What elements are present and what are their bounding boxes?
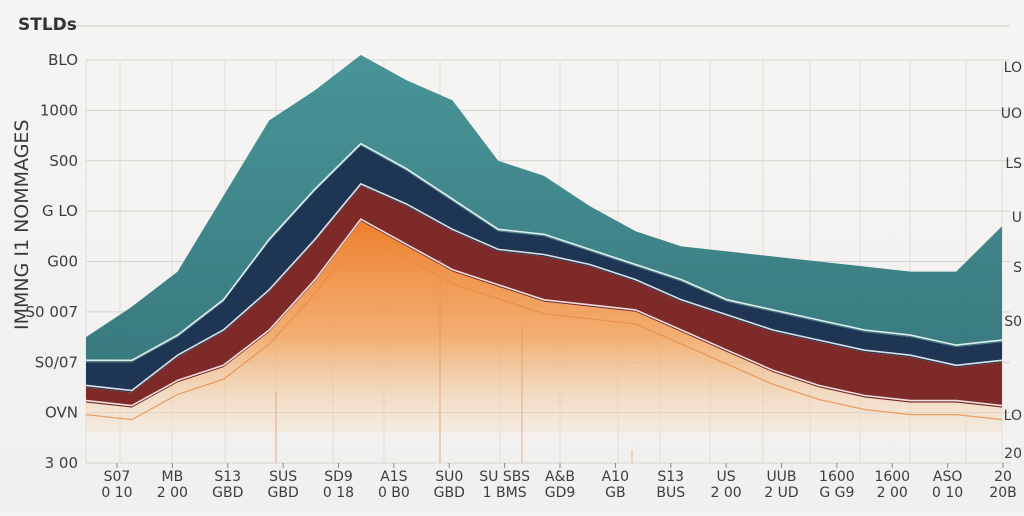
x-tick-label: S13 xyxy=(657,469,684,485)
x-tick-label: A&B xyxy=(545,469,575,485)
right-tick-label: LS xyxy=(1005,156,1022,172)
series-line-orange-detail xyxy=(85,232,1003,421)
x-tick-label: 1600 xyxy=(874,469,910,485)
x-tick-label-secondary: 0 10 xyxy=(101,485,132,501)
y-tick-label: OVN xyxy=(45,404,78,422)
x-tick-label: A1S xyxy=(380,469,407,485)
y-tick-label: BLO xyxy=(48,51,78,69)
x-tick-label-secondary: 0 18 xyxy=(323,485,354,501)
x-tick-label-secondary: GD9 xyxy=(545,485,576,501)
x-tick-label: SD9 xyxy=(324,469,353,485)
y-tick-label: S0/07 xyxy=(35,353,78,371)
right-tick-label: LO xyxy=(1004,60,1022,76)
x-tick-label-secondary: 2 UD xyxy=(764,485,798,501)
x-tick-label-secondary: GB xyxy=(605,485,625,501)
area-maroon xyxy=(86,185,1002,408)
series-line-navy xyxy=(86,142,1003,362)
right-tick-label: S xyxy=(1013,260,1022,276)
x-tick-label: 1600 xyxy=(819,469,855,485)
line-overlays xyxy=(85,142,1003,463)
y-tick-label: G LO xyxy=(42,202,78,220)
x-tick-label-secondary: GBD xyxy=(212,485,243,501)
x-tick-label: ASO xyxy=(933,469,962,485)
series-line-maroon xyxy=(85,182,1003,392)
x-tick-label-secondary: 2 00 xyxy=(877,485,908,501)
x-tick-label: US xyxy=(717,469,736,485)
area-orange xyxy=(86,221,1002,433)
series-line-orange xyxy=(85,218,1003,407)
x-tick-label-secondary: 0 B0 xyxy=(378,485,410,501)
right-tick-label: UO xyxy=(1001,106,1022,122)
x-tick-label-secondary: G G9 xyxy=(819,485,854,501)
y-tick-label: 3 00 xyxy=(45,454,78,472)
right-tick-label: 20 xyxy=(1004,446,1022,462)
y-tick-label: 1000 xyxy=(40,101,78,119)
x-tick-label: SU SBS xyxy=(479,469,530,485)
x-tick-label: S07 xyxy=(104,469,131,485)
x-tick-label-secondary: BUS xyxy=(656,485,685,501)
x-tick-label-secondary: 1 BMS xyxy=(483,485,527,501)
y-tick-label: G00 xyxy=(47,253,78,271)
area-series xyxy=(86,55,1002,433)
x-tick-label: A10 xyxy=(602,469,629,485)
x-tick-label-secondary: 2 00 xyxy=(157,485,188,501)
x-tick-label-secondary: GBD xyxy=(434,485,465,501)
right-tick-label: S0 xyxy=(1004,314,1022,330)
x-tick-label: SUS xyxy=(269,469,297,485)
area-teal xyxy=(86,55,1002,363)
x-tick-label: UUB xyxy=(766,469,796,485)
axis-labels: STLDs IMMNG I1 NOMMAGES 3 00 OVN S0/07 S0 0… xyxy=(11,15,1022,501)
x-tick-label-secondary: 2 00 xyxy=(711,485,742,501)
y-tick-label: S0 007 xyxy=(26,303,78,321)
x-tick-label: MB xyxy=(162,469,184,485)
x-tick-label: SU0 xyxy=(435,469,463,485)
y-tick-label: S00 xyxy=(49,152,78,170)
x-tick-label-secondary: 20B xyxy=(989,485,1016,501)
x-tick-label-secondary: 0 10 xyxy=(932,485,963,501)
right-tick-label: U xyxy=(1012,210,1022,226)
chart-title: STLDs xyxy=(18,15,77,35)
y-axis-label: IMMNG I1 NOMMAGES xyxy=(11,119,33,330)
x-tick-label: S13 xyxy=(214,469,241,485)
x-tick-label: 20 xyxy=(994,469,1012,485)
x-tick-label-secondary: GBD xyxy=(268,485,299,501)
right-tick-label: LO xyxy=(1004,408,1022,424)
